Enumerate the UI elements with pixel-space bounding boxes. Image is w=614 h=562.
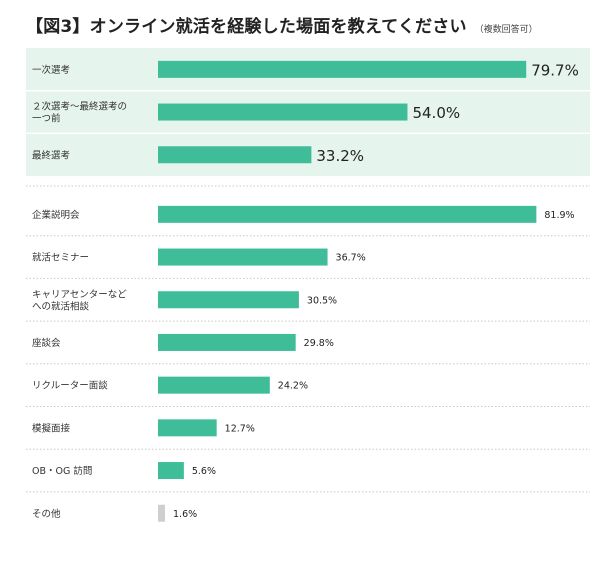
value-label: 33.2% bbox=[316, 147, 364, 165]
category-label: 座談会 bbox=[32, 337, 61, 349]
value-label: 5.6% bbox=[192, 466, 216, 477]
category-label: 就活セミナー bbox=[32, 252, 89, 264]
category-label: キャリアセンターなどへの就活相談 bbox=[32, 289, 127, 312]
bar bbox=[158, 376, 270, 394]
category-label: 一次選考 bbox=[32, 64, 70, 76]
bar bbox=[158, 103, 408, 121]
bar bbox=[158, 291, 299, 309]
bar bbox=[158, 504, 165, 522]
value-label: 81.9% bbox=[544, 210, 574, 221]
value-label: 79.7% bbox=[531, 61, 579, 79]
category-label: 模擬面接 bbox=[32, 422, 71, 434]
category-label: その他 bbox=[32, 508, 61, 520]
value-label: 24.2% bbox=[278, 381, 308, 392]
value-label: 36.7% bbox=[336, 253, 366, 264]
bar bbox=[158, 333, 296, 351]
chart-title: 【図3】オンライン就活を経験した場面を教えてください bbox=[26, 17, 467, 37]
category-label: 最終選考 bbox=[32, 149, 70, 161]
value-label: 1.6% bbox=[173, 509, 197, 520]
bar bbox=[158, 146, 312, 164]
value-label: 29.8% bbox=[304, 338, 334, 349]
value-label: 12.7% bbox=[225, 423, 255, 434]
bar bbox=[158, 419, 217, 437]
bar bbox=[158, 60, 527, 78]
highlight-group: 一次選考 79.7% ２次選考～最終選考の一つ前 54.0% 最終選考 33.2% bbox=[26, 48, 590, 177]
value-label: 30.5% bbox=[307, 295, 337, 306]
chart-title-block: 【図3】オンライン就活を経験した場面を教えてください （複数回答可） bbox=[26, 12, 596, 40]
scene-group: 企業説明会 81.9% 就活セミナー 36.7% キャリアセンターなどへの就活相談 30.… bbox=[26, 205, 590, 522]
bar bbox=[158, 248, 328, 266]
category-label: OB・OG 訪問 bbox=[32, 465, 92, 477]
value-label: 54.0% bbox=[412, 104, 460, 122]
bar bbox=[158, 205, 537, 223]
category-label: リクルーター面談 bbox=[32, 380, 108, 392]
bar bbox=[158, 462, 184, 480]
category-label: ２次選考～最終選考の一つ前 bbox=[32, 101, 127, 125]
category-label: 企業説明会 bbox=[32, 209, 80, 221]
chart-note: （複数回答可） bbox=[474, 25, 538, 35]
